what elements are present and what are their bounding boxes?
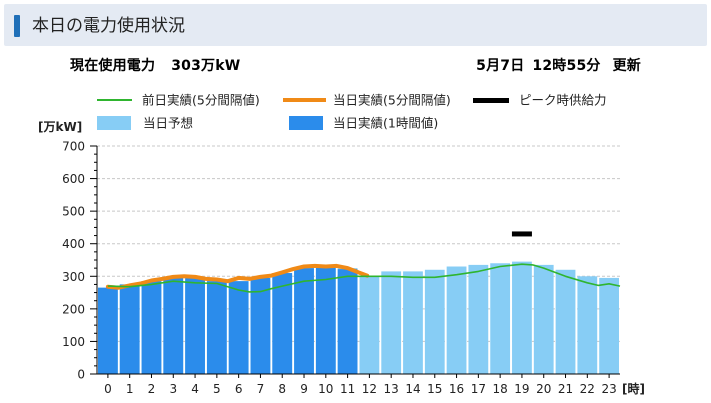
x-tick-label: 5 [213, 382, 221, 396]
line-today-5min [105, 263, 370, 290]
bar-today-hourly [294, 268, 314, 374]
bar-forecast [359, 276, 380, 374]
bar-today-hourly [272, 273, 293, 374]
x-tick-label: 4 [191, 382, 199, 396]
current-usage-label: 現在使用電力 [70, 58, 156, 74]
update-timestamp: 5月7日 12時55分 更新 [476, 57, 641, 75]
x-tick-label: 9 [300, 382, 308, 396]
x-tick-label: 22 [580, 382, 595, 396]
update-time: 12時55分 [532, 58, 601, 74]
bar-today-hourly [206, 281, 227, 374]
x-tick-label: 8 [278, 382, 286, 396]
x-tick-label: 17 [471, 382, 486, 396]
x-tick-label: 16 [449, 382, 464, 396]
header-accent-bar [14, 15, 20, 37]
bar-today-hourly [119, 284, 140, 374]
x-tick-label: 20 [536, 382, 551, 396]
legend-label-prev-day: 前日実績(5分間隔値) [142, 93, 260, 108]
y-tick-label: 500 [62, 205, 85, 219]
y-tick-label: 400 [62, 237, 85, 251]
bar-today-hourly [141, 281, 162, 374]
bar-forecast [577, 276, 598, 374]
bar-forecast [468, 264, 489, 374]
y-tick-label: 300 [62, 270, 85, 284]
y-tick-label: 600 [62, 172, 85, 186]
x-tick-label: 13 [384, 382, 399, 396]
current-usage: 現在使用電力 303万kW [70, 57, 240, 75]
bar-forecast [424, 269, 445, 374]
bar-today-hourly [337, 269, 358, 374]
y-tick-label: 100 [62, 335, 85, 349]
legend-label-peak-supply: ピーク時供給力 [519, 93, 607, 108]
bar-today-hourly [98, 287, 118, 374]
x-tick-label: 21 [558, 382, 573, 396]
bar-forecast [490, 263, 511, 374]
y-axis-unit: [万kW] [38, 120, 82, 134]
legend-label-today-5min: 当日実績(5分間隔値) [333, 93, 451, 108]
bar-forecast [599, 277, 619, 374]
legend-label-today-hourly: 当日実績(1時間値) [333, 116, 438, 131]
x-axis-unit: [時] [622, 381, 645, 396]
legend-swatch-today-hourly [289, 116, 323, 130]
x-tick-label: 0 [104, 382, 112, 396]
bar-today-hourly [163, 277, 184, 374]
bar-today-hourly [228, 281, 249, 374]
bar-forecast [512, 261, 532, 374]
bar-forecast [533, 264, 554, 374]
current-usage-value: 303万kW [171, 58, 241, 74]
y-tick-label: 700 [62, 140, 85, 154]
x-tick-label: 6 [235, 382, 243, 396]
line-prev-day [107, 263, 621, 293]
x-tick-label: 11 [340, 382, 355, 396]
bar-today-hourly [250, 277, 271, 374]
legend-swatch-forecast [97, 116, 131, 130]
x-tick-label: 18 [493, 382, 508, 396]
x-tick-label: 15 [427, 382, 442, 396]
y-tick-label: 200 [62, 302, 85, 316]
marker-peak-supply [511, 231, 532, 237]
x-tick-label: 10 [318, 382, 333, 396]
bar-forecast [555, 269, 576, 374]
x-tick-label: 12 [362, 382, 377, 396]
legend-swatch-peak-supply [473, 98, 509, 103]
update-label: 更新 [612, 58, 641, 74]
bar-forecast [446, 266, 467, 374]
bar-forecast [381, 271, 402, 374]
y-tick-label: 0 [77, 368, 85, 382]
x-tick-label: 14 [405, 382, 420, 396]
x-tick-label: 3 [169, 382, 177, 396]
x-tick-label: 7 [257, 382, 265, 396]
x-tick-label: 1 [126, 382, 134, 396]
page-header: 本日の電力使用状況 [4, 4, 707, 46]
bar-today-hourly [315, 267, 336, 374]
bar-today-hourly [185, 277, 205, 374]
x-tick-label: 19 [514, 382, 529, 396]
update-date: 5月7日 [476, 58, 525, 74]
legend-label-forecast: 当日予想 [143, 116, 193, 131]
x-tick-label: 23 [601, 382, 616, 396]
x-tick-label: 2 [148, 382, 156, 396]
page-title: 本日の電力使用状況 [32, 16, 185, 36]
bar-forecast [403, 271, 423, 374]
